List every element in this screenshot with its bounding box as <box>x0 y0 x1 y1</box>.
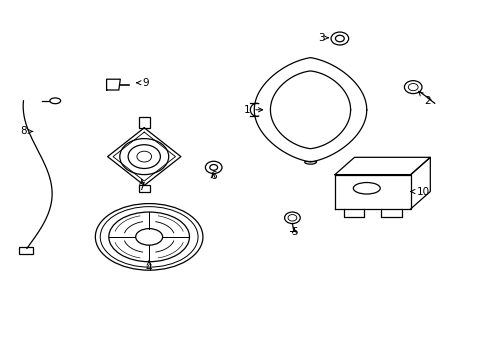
Text: 3: 3 <box>318 33 327 43</box>
Text: 6: 6 <box>209 171 216 181</box>
Bar <box>139 117 149 128</box>
Text: 10: 10 <box>410 186 428 197</box>
Text: 7: 7 <box>138 179 145 192</box>
Text: 1: 1 <box>243 105 262 115</box>
Text: 2: 2 <box>418 91 430 106</box>
Text: 5: 5 <box>290 227 297 237</box>
Text: 9: 9 <box>136 78 149 88</box>
Bar <box>139 185 149 192</box>
Bar <box>19 247 33 254</box>
Text: 8: 8 <box>20 126 33 136</box>
Text: 4: 4 <box>145 260 152 273</box>
